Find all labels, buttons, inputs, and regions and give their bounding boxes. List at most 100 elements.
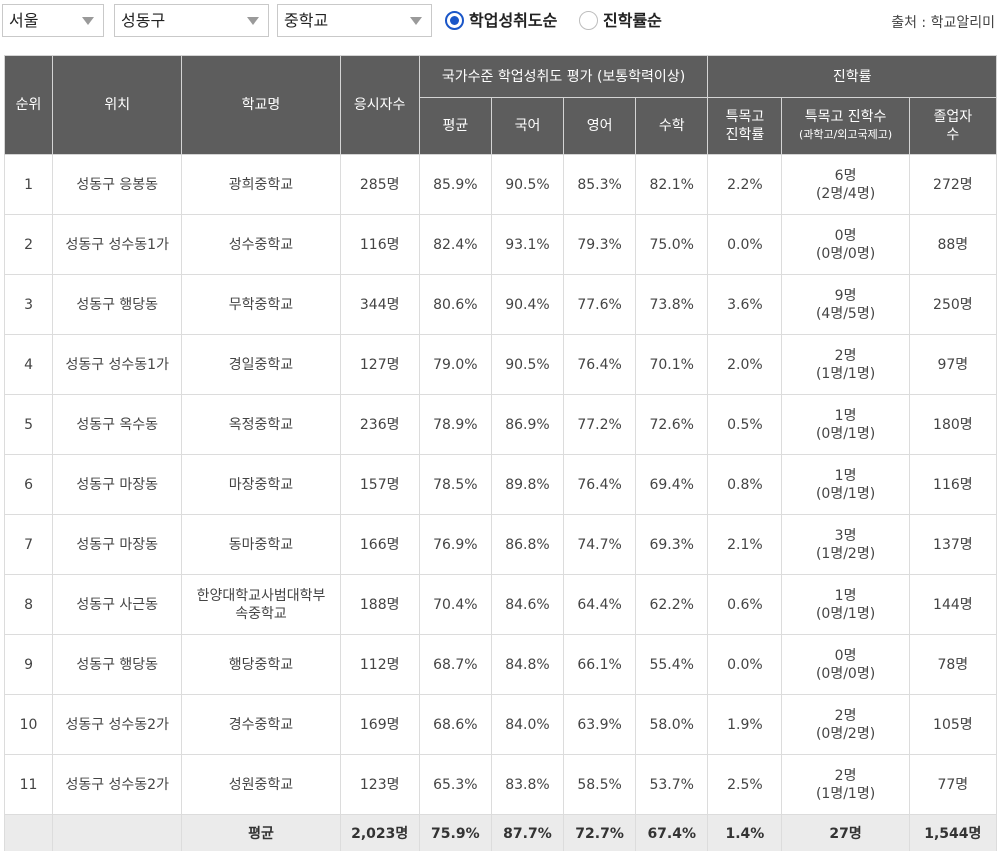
summary-empty-cell: [3, 814, 54, 851]
cell-korean: 84.0%: [490, 694, 565, 755]
cell-applicants: 236명: [339, 394, 420, 455]
cell-korean: 83.8%: [490, 754, 565, 815]
cell-rank: 8: [3, 574, 54, 635]
table-row: 4 성동구 성수동1가 경일중학교 127명 79.0% 90.5% 76.4% 70.1% 2…: [3, 334, 998, 395]
cell-applicants: 123명: [339, 754, 420, 815]
cell-avg: 78.5%: [418, 454, 492, 515]
school-level-select-value: 중학교: [284, 11, 329, 30]
region-select[interactable]: 서울: [2, 4, 104, 37]
cell-school: 한양대학교사범대학부속중학교: [181, 574, 341, 635]
table-row: 6 성동구 마장동 마장중학교 157명 78.5% 89.8% 76.4% 69.4% 0.8…: [3, 454, 998, 515]
cell-location: 성동구 성수동2가: [52, 754, 183, 815]
cell-rank: 1: [3, 154, 54, 215]
special-count-total: 2명: [834, 347, 857, 364]
cell-graduates: 78명: [908, 634, 998, 695]
school-level-select[interactable]: 중학교: [277, 4, 432, 37]
cell-special-rate: 2.2%: [707, 154, 783, 215]
cell-special-count: 2명 (1명/1명): [781, 334, 910, 395]
table-row: 3 성동구 행당동 무학중학교 344명 80.6% 90.4% 77.6% 73.8% 3.6…: [3, 274, 998, 335]
special-count-total: 9명: [834, 287, 857, 304]
cell-location: 성동구 성수동1가: [52, 214, 183, 275]
summary-special-rate: 1.4%: [707, 814, 783, 851]
cell-location: 성동구 마장동: [52, 514, 183, 575]
summary-math: 67.4%: [635, 814, 709, 851]
header-applicants: 응시자수: [339, 55, 420, 155]
cell-school: 옥정중학교: [181, 394, 341, 455]
cell-special-rate: 2.1%: [707, 514, 783, 575]
special-count-total: 2명: [834, 767, 857, 784]
special-count-total: 0명: [834, 227, 857, 244]
cell-english: 63.9%: [563, 694, 637, 755]
cell-location: 성동구 응봉동: [52, 154, 183, 215]
cell-school: 마장중학교: [181, 454, 341, 515]
district-select[interactable]: 성동구: [114, 4, 269, 37]
cell-location: 성동구 마장동: [52, 454, 183, 515]
cell-math: 62.2%: [635, 574, 709, 635]
header-english: 영어: [563, 97, 637, 155]
cell-school: 무학중학교: [181, 274, 341, 335]
header-math: 수학: [635, 97, 709, 155]
cell-english: 77.6%: [563, 274, 637, 335]
cell-math: 53.7%: [635, 754, 709, 815]
cell-school: 경수중학교: [181, 694, 341, 755]
header-graduates-line1: 졸업자: [933, 109, 973, 125]
cell-special-count: 0명 (0명/0명): [781, 634, 910, 695]
cell-avg: 82.4%: [418, 214, 492, 275]
cell-korean: 86.8%: [490, 514, 565, 575]
special-count-detail: (1명/1명): [815, 365, 876, 382]
cell-avg: 80.6%: [418, 274, 492, 335]
summary-graduates: 1,544명: [908, 814, 998, 851]
cell-location: 성동구 성수동1가: [52, 334, 183, 395]
cell-avg: 76.9%: [418, 514, 492, 575]
header-special-count-line1: 특목고 진학수: [804, 109, 887, 125]
cell-special-count: 2명 (0명/2명): [781, 694, 910, 755]
summary-label: 평균: [181, 814, 341, 851]
header-graduates-line2: 수: [946, 127, 960, 143]
cell-rank: 5: [3, 394, 54, 455]
special-count-total: 0명: [834, 647, 857, 664]
cell-rank: 10: [3, 694, 54, 755]
radio-unselected-icon: [579, 11, 598, 30]
table-row: 8 성동구 사근동 한양대학교사범대학부속중학교 188명 70.4% 84.6% 64.4…: [3, 574, 998, 635]
special-count-detail: (0명/0명): [815, 665, 876, 682]
cell-graduates: 77명: [908, 754, 998, 815]
cell-korean: 93.1%: [490, 214, 565, 275]
cell-rank: 9: [3, 634, 54, 695]
special-count-total: 2명: [834, 707, 857, 724]
school-ranking-table: 순위 위치 학교명 응시자수 국가수준 학업성취도 평가 (보통학력이상) 진학…: [3, 55, 998, 851]
sort-advancement-label: 진학률순: [603, 11, 662, 30]
cell-applicants: 112명: [339, 634, 420, 695]
sort-advancement-radio[interactable]: 진학률순: [579, 11, 674, 31]
cell-applicants: 116명: [339, 214, 420, 275]
region-select-value: 서울: [9, 11, 39, 30]
header-location: 위치: [52, 55, 183, 155]
cell-special-rate: 0.0%: [707, 214, 783, 275]
source-note: 출처 : 학교알리미: [891, 15, 995, 31]
header-school: 학교명: [181, 55, 341, 155]
header-special-rate-line2: 진학률: [725, 127, 765, 143]
cell-applicants: 166명: [339, 514, 420, 575]
cell-math: 72.6%: [635, 394, 709, 455]
cell-special-rate: 0.8%: [707, 454, 783, 515]
cell-english: 66.1%: [563, 634, 637, 695]
sort-achievement-radio[interactable]: 학업성취도순: [445, 11, 570, 31]
cell-graduates: 105명: [908, 694, 998, 755]
header-special-rate: 특목고 진학률: [707, 97, 783, 155]
special-count-total: 1명: [834, 587, 857, 604]
cell-korean: 86.9%: [490, 394, 565, 455]
special-count-detail: (0명/1명): [815, 605, 876, 622]
cell-special-rate: 2.5%: [707, 754, 783, 815]
cell-school: 성수중학교: [181, 214, 341, 275]
cell-location: 성동구 성수동2가: [52, 694, 183, 755]
table-row: 5 성동구 옥수동 옥정중학교 236명 78.9% 86.9% 77.2% 72.6% 0.5…: [3, 394, 998, 455]
summary-korean: 87.7%: [490, 814, 565, 851]
cell-rank: 4: [3, 334, 54, 395]
cell-korean: 84.8%: [490, 634, 565, 695]
table-row: 10 성동구 성수동2가 경수중학교 169명 68.6% 84.0% 63.9% 58.0%…: [3, 694, 998, 755]
summary-special-count: 27명: [781, 814, 910, 851]
header-korean: 국어: [490, 97, 565, 155]
cell-avg: 68.6%: [418, 694, 492, 755]
chevron-down-icon: [82, 17, 94, 25]
cell-english: 58.5%: [563, 754, 637, 815]
special-count-detail: (1명/2명): [815, 545, 876, 562]
